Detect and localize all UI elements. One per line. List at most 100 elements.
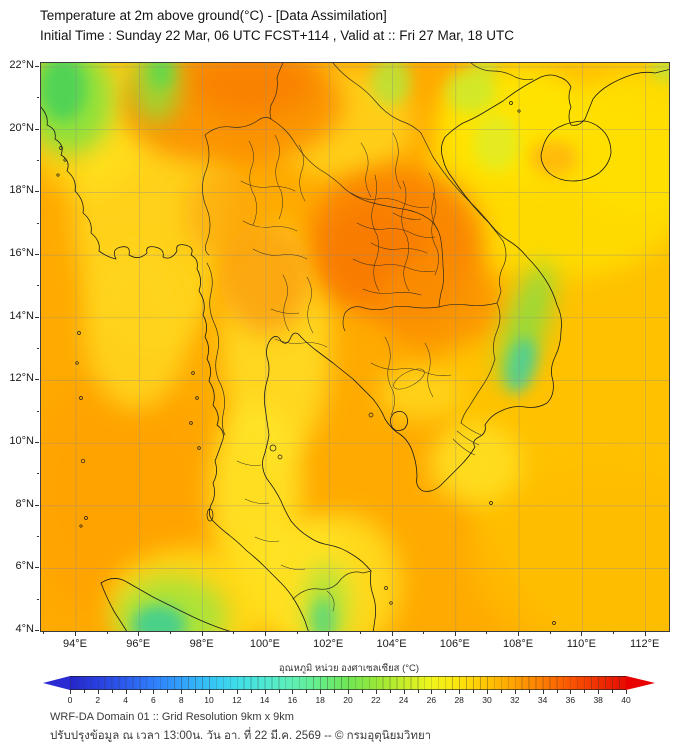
colorbar-tick-mark bbox=[570, 690, 572, 694]
colorbar-minor-tick bbox=[139, 690, 141, 693]
lat-minor-tick bbox=[36, 285, 39, 287]
colorbar-tick-mark bbox=[264, 690, 266, 694]
footer-domain-info: WRF-DA Domain 01 :: Grid Resolution 9km … bbox=[50, 711, 294, 723]
lon-tick-mark bbox=[518, 631, 520, 636]
lon-tick-label: 94°E bbox=[63, 638, 87, 650]
y-axis: 22°N 20°N 18°N 16°N 14°N 12°N 10°N 8°N 6°N 4°N bbox=[0, 59, 39, 635]
page-subtitle: Initial Time : Sunday 22 Mar, 06 UTC FCS… bbox=[40, 28, 515, 43]
colorbar-tick-label: 12 bbox=[232, 695, 242, 705]
lat-tick-label: 18°N bbox=[9, 184, 34, 197]
colorbar-tick-label: 14 bbox=[259, 695, 270, 705]
lon-tick-label: 102°E bbox=[313, 638, 344, 650]
colorbar-tick-label: 16 bbox=[287, 695, 298, 705]
colorbar-minor-tick bbox=[612, 690, 614, 693]
colorbar-tick-label: 6 bbox=[151, 695, 156, 705]
colorbar-minor-tick bbox=[445, 690, 447, 693]
lon-minor-tick bbox=[296, 631, 298, 634]
colorbar-minor-tick bbox=[83, 690, 85, 693]
colorbar-tick-label: 4 bbox=[123, 695, 128, 705]
colorbar-tick-label: 28 bbox=[454, 695, 464, 705]
colorbar-minor-tick bbox=[195, 690, 197, 693]
lat-tick-mark bbox=[35, 504, 39, 506]
colorbar-minor-tick bbox=[306, 690, 308, 693]
lat-tick-mark bbox=[35, 567, 39, 569]
page-title: Temperature at 2m above ground(°C) - [Da… bbox=[40, 8, 387, 23]
lat-tick-label: 8°N bbox=[15, 497, 34, 510]
colorbar-tick-mark bbox=[181, 690, 183, 694]
colorbar-tick-mark bbox=[320, 690, 322, 694]
colorbar-tick-label: 8 bbox=[178, 695, 184, 705]
lon-tick-label: 108°E bbox=[503, 638, 534, 650]
lon-minor-tick bbox=[423, 631, 425, 634]
lon-minor-tick bbox=[486, 631, 488, 634]
colorbar-tick-mark bbox=[375, 690, 377, 694]
footer-update-info: ปรับปรุงข้อมูล ณ เวลา 13:00น. วัน อา. ที… bbox=[50, 730, 432, 742]
lat-minor-tick bbox=[36, 348, 39, 349]
colorbar-tick-mark bbox=[403, 690, 405, 694]
lat-tick-mark bbox=[35, 379, 39, 381]
lon-tick-mark bbox=[264, 631, 266, 636]
lat-tick-mark bbox=[35, 128, 39, 130]
colorbar-minor-tick bbox=[556, 690, 558, 693]
colorbar-tick-mark bbox=[125, 690, 127, 694]
lat-minor-tick bbox=[36, 222, 39, 224]
lat-tick-label: 6°N bbox=[15, 560, 34, 573]
lon-minor-tick bbox=[613, 631, 615, 634]
colorbar-right-arrow bbox=[626, 676, 655, 690]
lon-minor-tick bbox=[233, 631, 235, 634]
lon-tick-mark bbox=[391, 631, 393, 636]
lon-tick-mark bbox=[75, 631, 76, 636]
colorbar-tick-mark bbox=[626, 690, 627, 694]
lon-tick-label: 112°E bbox=[630, 638, 660, 650]
colorbar-minor-tick bbox=[584, 690, 586, 693]
colorbar-tick-label: 10 bbox=[204, 695, 214, 705]
colorbar-tick-mark bbox=[97, 690, 99, 694]
colorbar-tick-mark bbox=[292, 690, 294, 694]
lon-tick-mark bbox=[138, 631, 140, 636]
colorbar-tick-mark bbox=[70, 690, 71, 694]
lon-minor-tick bbox=[106, 631, 108, 634]
lon-minor-tick bbox=[169, 631, 171, 634]
colorbar-minor-tick bbox=[278, 690, 280, 693]
colorbar-tick-mark bbox=[153, 690, 155, 694]
lon-tick-mark bbox=[201, 631, 203, 636]
colorbar-tick-mark bbox=[459, 690, 461, 694]
colorbar-minor-tick bbox=[528, 690, 530, 693]
colorbar-tick-label: 32 bbox=[510, 695, 520, 705]
colorbar-tick-mark bbox=[542, 690, 544, 694]
lon-tick-label: 100°E bbox=[249, 638, 280, 650]
x-axis: 94°E 96°E 98°E 100°E 102°E 104°E 106°E 108°E 110… bbox=[40, 631, 670, 657]
lon-tick-label: 110°E bbox=[566, 638, 597, 650]
lat-tick-mark bbox=[35, 254, 39, 255]
colorbar-tick-label: 24 bbox=[398, 695, 409, 705]
colorbar-minor-tick bbox=[334, 690, 336, 693]
colorbar-tick-label: 22 bbox=[371, 695, 381, 705]
colorbar-ticks: 0 2 4 6 8 10 12 14 16 18 20 22 24 26 28 30 32 34 36 38 40 bbox=[68, 690, 631, 708]
colorbar-minor-tick bbox=[389, 690, 391, 693]
lat-tick-label: 10°N bbox=[9, 435, 34, 448]
lat-tick-label: 12°N bbox=[9, 372, 34, 385]
lat-tick-label: 22°N bbox=[9, 59, 34, 71]
lon-tick-mark bbox=[328, 631, 330, 636]
coastlines bbox=[41, 69, 669, 631]
province-borders bbox=[236, 132, 482, 612]
lat-minor-tick bbox=[36, 473, 39, 475]
colorbar-tick-mark bbox=[487, 690, 488, 694]
colorbar-minor-tick bbox=[250, 690, 252, 693]
colorbar-tick-label: 18 bbox=[315, 695, 325, 705]
temperature-field bbox=[41, 63, 669, 631]
colorbar-tick-mark bbox=[348, 690, 349, 694]
colorbar-tick-label: 2 bbox=[95, 695, 101, 705]
colorbar-tick-label: 20 bbox=[343, 695, 353, 705]
temperature-map-canvas bbox=[41, 63, 669, 631]
lat-tick-mark bbox=[35, 442, 39, 444]
lat-tick-mark bbox=[35, 191, 39, 193]
lat-tick-mark bbox=[35, 66, 39, 67]
colorbar-title: อุณหภูมิ หน่วย องศาเซลเซียส (°C) bbox=[278, 663, 420, 674]
lon-tick-label: 96°E bbox=[126, 638, 151, 650]
lon-tick-label: 106°E bbox=[439, 638, 470, 650]
colorbar-tick-mark bbox=[598, 690, 600, 694]
lat-minor-tick bbox=[36, 97, 39, 99]
lat-tick-mark bbox=[35, 630, 39, 632]
